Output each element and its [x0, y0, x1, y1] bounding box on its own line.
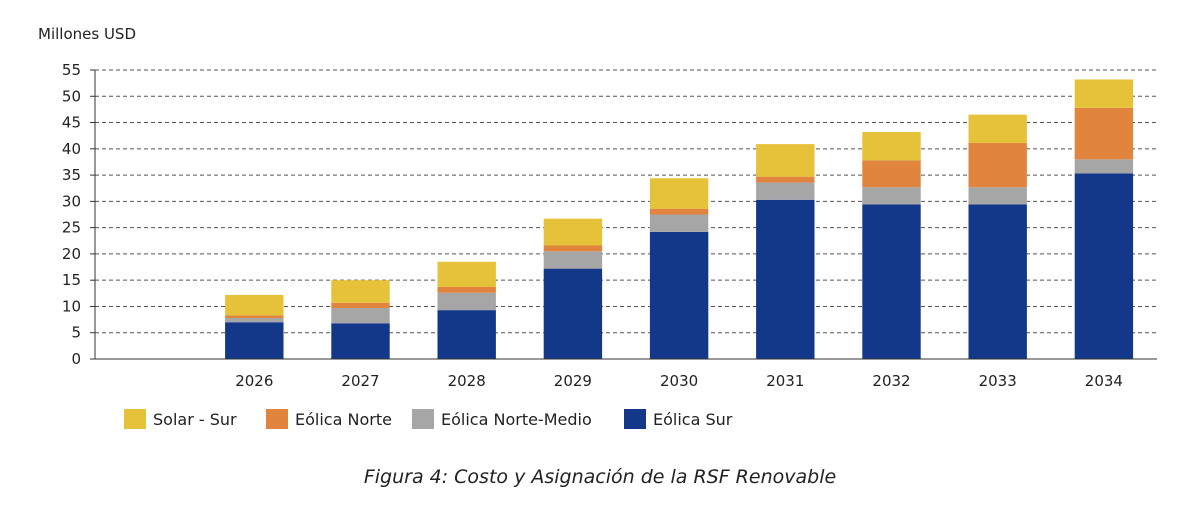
bar-segment	[968, 204, 1027, 359]
y-tick-label: 5	[71, 324, 81, 342]
y-tick-label: 30	[62, 192, 81, 210]
y-tick-label: 55	[62, 61, 81, 79]
figure-caption: Figura 4: Costo y Asignación de la RSF R…	[363, 466, 837, 488]
x-tick-label: 2026	[235, 372, 273, 390]
bar-segment	[225, 318, 284, 323]
legend-swatch	[412, 409, 434, 429]
legend-label: Eólica Norte-Medio	[441, 410, 592, 429]
legend-label: Eólica Norte	[295, 410, 392, 429]
x-tick-label: 2034	[1085, 372, 1123, 390]
y-tick-label: 10	[62, 297, 81, 315]
bar-segment	[225, 315, 284, 319]
bar-segment	[331, 302, 390, 309]
bar-segment	[1074, 107, 1134, 160]
bar-segment	[756, 144, 815, 177]
axes: 0 5 10 15 20 25 30 35 40 45 50 55 2026 2027 2028 2029 20…	[62, 61, 1157, 390]
bar-segment	[543, 245, 603, 252]
bar-segment	[649, 208, 709, 215]
bar-segment	[1074, 173, 1134, 359]
bar-segment	[543, 218, 603, 246]
bar-segment	[756, 182, 815, 200]
legend-label: Eólica Sur	[653, 410, 733, 429]
y-tick-label: 15	[62, 271, 81, 289]
bar-segment	[649, 231, 709, 359]
bar-segment	[543, 268, 603, 359]
bar-segment	[331, 280, 390, 303]
bar-segment	[437, 310, 496, 359]
y-tick-label: 40	[62, 140, 81, 158]
x-tick-label: 2033	[979, 372, 1017, 390]
y-tick-label: 20	[62, 245, 81, 263]
bar-segment	[225, 294, 284, 316]
y-tick-label: 45	[62, 114, 81, 132]
bar-segment	[862, 132, 921, 161]
legend-swatch	[624, 409, 646, 429]
bar-segment	[756, 176, 815, 183]
legend-swatch	[266, 409, 288, 429]
y-tick-label: 50	[62, 87, 81, 105]
stacked-bar-chart: 0 5 10 15 20 25 30 35 40 45 50 55 2026 2027 2028 2029 20…	[38, 25, 1157, 429]
y-tick-label: 0	[71, 350, 81, 368]
bar-segment	[1074, 159, 1134, 174]
legend: Solar - Sur Eólica Norte Eólica Norte-Medi…	[124, 409, 733, 429]
bar-segment	[756, 199, 815, 359]
legend-swatch	[124, 409, 146, 429]
bar-segment	[968, 143, 1027, 188]
y-tick-label: 35	[62, 166, 81, 184]
x-tick-label: 2030	[660, 372, 698, 390]
x-tick-label: 2028	[448, 372, 486, 390]
x-tick-label: 2032	[872, 372, 910, 390]
bar-segment	[862, 204, 921, 359]
bar-segment	[331, 323, 390, 359]
bar-segment	[862, 160, 921, 188]
bar-segment	[968, 114, 1027, 144]
x-tick-label: 2029	[554, 372, 592, 390]
bar-segment	[1074, 79, 1134, 108]
y-axis-title: Millones USD	[38, 25, 136, 43]
x-tick-label: 2031	[766, 372, 804, 390]
bar-segment	[331, 308, 390, 324]
legend-label: Solar - Sur	[153, 410, 237, 429]
bar-segment	[862, 187, 921, 205]
bar-segment	[437, 292, 496, 311]
bar-segment	[649, 214, 709, 232]
bar-segment	[437, 261, 496, 288]
bar-segment	[225, 322, 284, 359]
bar-segment	[968, 187, 1027, 205]
y-tick-label: 25	[62, 219, 81, 237]
bar-segment	[649, 178, 709, 209]
bar-segment	[437, 287, 496, 293]
bar-segment	[543, 251, 603, 269]
x-tick-label: 2027	[341, 372, 379, 390]
bars	[225, 79, 1134, 359]
